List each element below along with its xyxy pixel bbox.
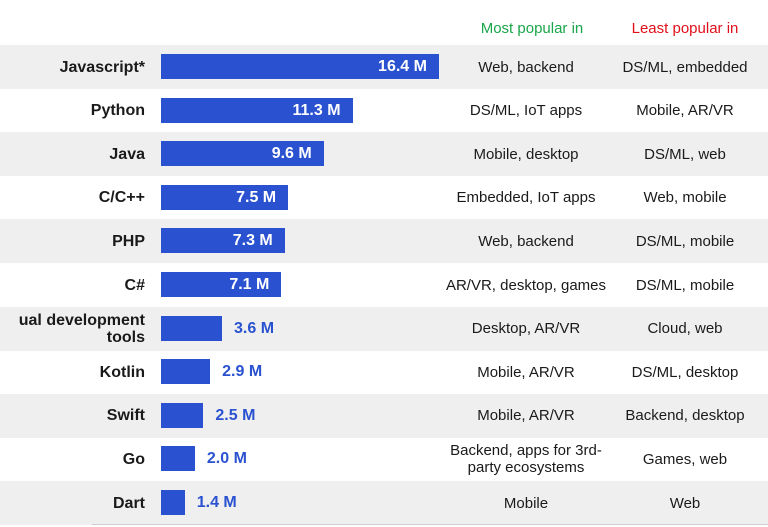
value-label: 16.4 M [378, 58, 427, 75]
bottom-divider [92, 524, 768, 525]
value-bar [161, 490, 185, 515]
most-popular-cell: DS/ML, IoT apps [469, 102, 583, 120]
language-label: Python [90, 102, 145, 120]
value-bar [161, 359, 211, 385]
least-popular-cell: Web, mobile [643, 189, 727, 207]
chart-row: C/C++ 7.5 M Embedded, IoT apps Web, mobile [0, 176, 768, 220]
most-popular-cell: Backend, apps for 3rd-party ecosystems [450, 442, 602, 477]
least-popular-cell: Cloud, web [647, 320, 723, 338]
language-label: Kotlin [99, 363, 145, 381]
language-label: Go [122, 450, 145, 468]
value-bar [161, 315, 223, 341]
most-popular-cell: Web, backend [478, 232, 574, 250]
value-bar [161, 97, 353, 123]
language-label: Java [109, 145, 145, 163]
value-bar [161, 402, 204, 428]
chart-row: ual development tools 3.6 M Desktop, AR/VR C… [0, 306, 768, 351]
least-popular-cell: Backend, desktop [625, 407, 745, 425]
most-popular-cell: Mobile, AR/VR [477, 407, 575, 425]
value-label: 2.9 M [222, 363, 263, 381]
value-label: 3.6 M [234, 319, 275, 337]
most-popular-cell: AR/VR, desktop, games [445, 276, 607, 294]
language-label: C/C++ [98, 189, 145, 207]
least-popular-cell: Games, web [642, 450, 728, 468]
value-bar [161, 141, 324, 167]
value-label: 7.1 M [229, 276, 270, 293]
value-label: 9.6 M [271, 145, 312, 163]
least-popular-cell: DS/ML, web [644, 145, 726, 163]
least-popular-cell: DS/ML, embedded [622, 58, 748, 76]
language-label: Javascript* [59, 58, 145, 76]
chart-row: Kotlin 2.9 M Mobile, AR/VR DS/ML, desktop [0, 350, 768, 394]
most-popular-cell: Mobile, AR/VR [477, 363, 575, 381]
value-label: 11.3 M [292, 101, 341, 119]
least-popular-cell: DS/ML, mobile [635, 276, 735, 294]
least-popular-cell: DS/ML, mobile [635, 232, 735, 250]
value-label: 7.5 M [236, 188, 277, 206]
least-popular-cell: Web [669, 494, 701, 512]
language-label-line: tools [106, 328, 145, 346]
chart-row: Swift 2.5 M Mobile, AR/VR Backend, desktop [0, 393, 768, 438]
most-popular-cell: Web, backend [478, 58, 574, 76]
language-label: Swift [106, 407, 145, 425]
most-popular-cell: Desktop, AR/VR [471, 320, 581, 338]
chart-row: Go 2.0 M Backend, apps for 3rd-party ecosy… [0, 437, 768, 481]
value-label: 1.4 M [196, 494, 237, 511]
value-bar [161, 228, 285, 254]
most-popular-cell: Embedded, IoT apps [456, 189, 596, 207]
value-label: 7.3 M [232, 232, 273, 250]
chart-row: Python 11.3 M DS/ML, IoT apps Mobile, AR/VR [0, 89, 768, 133]
language-label-line: ual development [18, 311, 145, 329]
value-bar [161, 54, 439, 79]
most-popular-cell: Mobile [503, 494, 549, 512]
chart-row: Java 9.6 M Mobile, desktop DS/ML, web [0, 132, 768, 177]
header-least-popular: Least popular in [631, 20, 739, 37]
language-label: PHP [112, 232, 145, 250]
value-label: 2.0 M [206, 450, 247, 468]
value-bar [161, 446, 195, 472]
language-label: ual development tools [19, 307, 145, 351]
chart-row: C# 7.1 M AR/VR, desktop, games DS/ML, mobil… [0, 263, 768, 307]
language-label: C# [124, 276, 145, 294]
value-bar [161, 272, 282, 297]
value-label: 2.5 M [215, 406, 256, 424]
least-popular-cell: Mobile, AR/VR [636, 102, 734, 120]
most-popular-cell: Mobile, desktop [473, 145, 579, 163]
chart-row: Javascript* 16.4 M Web, backend DS/ML, embe… [0, 45, 768, 89]
chart-row: PHP 7.3 M Web, backend DS/ML, mobile [0, 219, 768, 264]
least-popular-cell: DS/ML, desktop [631, 363, 739, 381]
value-bar [161, 184, 289, 210]
language-label: Dart [112, 494, 145, 512]
header-most-popular: Most popular in [480, 20, 584, 37]
chart-row: Dart 1.4 M Mobile Web [0, 481, 768, 525]
